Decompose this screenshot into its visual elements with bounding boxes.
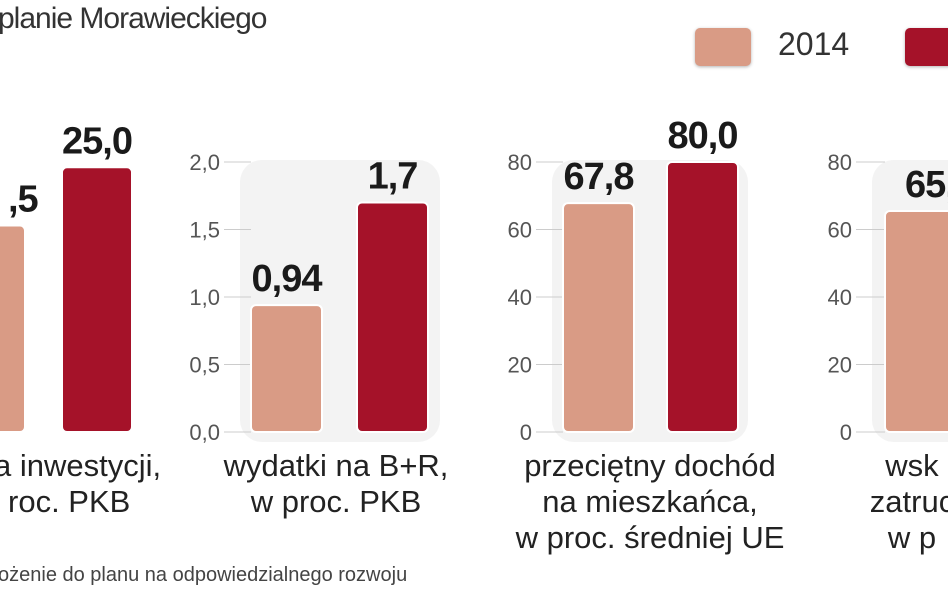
legend-swatch-2020: [905, 28, 948, 66]
y-tick-label: 40: [828, 285, 852, 310]
y-tick-label: 1,5: [189, 218, 220, 243]
bar-2014: [562, 202, 635, 433]
category-line: wsk: [885, 448, 939, 483]
y-tick-label: 60: [508, 218, 532, 243]
y-tick-label: 80: [828, 150, 852, 175]
category-line: roc. PKB: [8, 484, 131, 519]
bar-2014: [0, 224, 26, 433]
category-line: na mieszkańca,: [542, 484, 758, 519]
category-line: wydatki na B+R,: [223, 448, 449, 483]
footer-note: ożenie do planu na odpowiedzialnego rozw…: [0, 564, 408, 586]
category-line: w p: [887, 520, 937, 555]
legend-label-2014: 2014: [778, 26, 850, 62]
y-tick-label: 20: [508, 353, 532, 378]
y-tick-label: 60: [828, 218, 852, 243]
y-tick-label: 0,0: [189, 420, 220, 445]
category-label: wydatki na B+R, w proc. PKB: [176, 448, 496, 520]
category-label: przeciętny dochód na mieszkańca, w proc. ś…: [490, 448, 810, 556]
y-tick-label: 40: [508, 285, 532, 310]
category-label: a inwestycji, roc. PKB: [0, 448, 161, 520]
data-label: 25,0: [62, 120, 132, 162]
legend-swatch-2014: [695, 28, 751, 66]
category-line: a inwestycji,: [0, 448, 162, 483]
data-label: 67,8: [564, 156, 634, 198]
y-tick-label: 0: [520, 420, 532, 445]
data-label: 0,94: [252, 258, 323, 300]
data-label: ,5: [8, 179, 39, 221]
data-label: 65,5: [905, 164, 948, 206]
data-label: 1,7: [368, 156, 418, 198]
y-tick-label: 1,0: [189, 285, 220, 310]
category-label: wsk zatruc w p: [752, 448, 948, 556]
bar-2014: [250, 304, 323, 434]
y-tick-label: 0: [840, 420, 852, 445]
bar-2020: [61, 166, 133, 433]
category-line: w proc. średniej UE: [515, 520, 785, 555]
y-tick-label: 20: [828, 353, 852, 378]
chart-title: planie Morawieckiego: [0, 2, 267, 35]
bar-2020: [666, 161, 739, 433]
y-tick-label: 80: [508, 150, 532, 175]
category-line: w proc. PKB: [250, 484, 422, 519]
category-line: przeciętny dochód: [524, 448, 776, 483]
bar-2020: [356, 201, 429, 433]
data-label: 80,0: [668, 115, 738, 157]
y-tick-label: 2,0: [189, 150, 220, 175]
bar-2014: [884, 209, 948, 433]
category-line: zatruc: [869, 484, 948, 519]
y-tick-label: 0,5: [189, 353, 220, 378]
